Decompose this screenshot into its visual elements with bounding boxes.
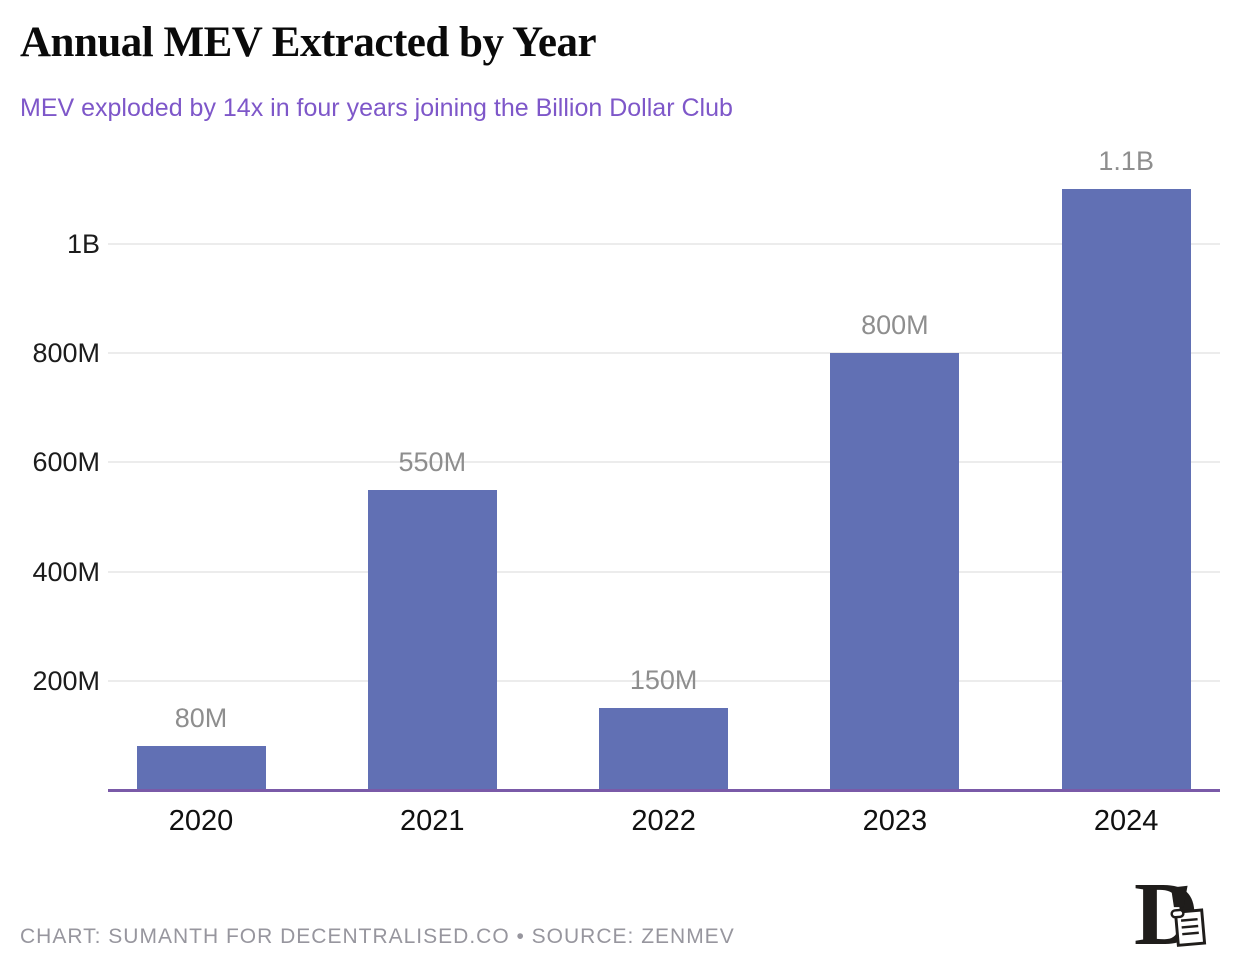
x-axis-label-2023: 2023: [862, 805, 928, 837]
bar-value-label-2021: 550M: [398, 446, 467, 477]
x-axis-label-2024: 2024: [1093, 805, 1159, 837]
y-axis-tick-400M: 400M: [32, 556, 100, 587]
gridline-200M: [108, 679, 1220, 682]
bar-2022: [599, 708, 729, 790]
x-axis-line: [108, 788, 1220, 792]
x-axis-label-2022: 2022: [631, 805, 696, 837]
chart-credit: CHART: SUMANTH FOR DECENTRALISED.CO • SO…: [20, 925, 735, 948]
gridline-1B: [108, 242, 1220, 245]
y-axis-tick-200M: 200M: [32, 665, 100, 696]
decentralised-logo-icon: D: [1134, 874, 1207, 952]
bar-value-label-2022: 150M: [629, 665, 698, 696]
bar-value-label-2024: 1.1B: [1098, 146, 1154, 177]
gridline-800M: [108, 352, 1220, 354]
bar-2023: [830, 353, 960, 790]
bar-2024: [1061, 189, 1191, 790]
bar-value-label-2023: 800M: [861, 310, 929, 340]
chart-subtitle: MEV exploded by 14x in four years joinin…: [20, 94, 733, 122]
gridline-600M: [108, 461, 1220, 464]
y-axis-tick-800M: 800M: [32, 338, 100, 368]
bar-2020: [136, 746, 266, 790]
bar-value-label-2020: 80M: [174, 703, 228, 734]
x-axis-label-2021: 2021: [400, 805, 465, 837]
x-axis-label-2020: 2020: [168, 805, 234, 837]
y-axis-tick-1B: 1B: [66, 228, 100, 259]
chart-title: Annual MEV Extracted by Year: [20, 19, 597, 66]
bar-2021: [367, 489, 497, 790]
y-axis-tick-600M: 600M: [32, 447, 100, 478]
gridline-400M: [108, 570, 1220, 573]
